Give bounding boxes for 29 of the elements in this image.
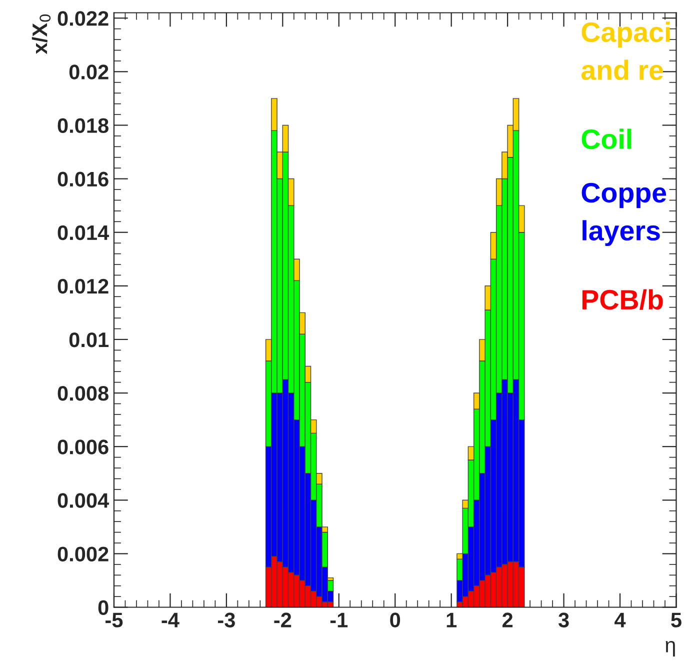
y-tick-label: 0.012 [58,278,108,294]
x-tick-label: 5 [671,612,682,628]
x-tick-label: -5 [106,612,123,628]
text: Coil [582,128,632,150]
y-tick-label: 0.008 [58,386,108,401]
y-tick-label: 0 [98,600,108,616]
x-tick-label: -3 [218,612,235,628]
x-tick-label: 2 [502,612,513,628]
y-tick-label: 0.006 [58,440,108,454]
x-tick-label: 0 [390,612,400,628]
x-tick-label: 4 [614,612,626,628]
text: PCB/b [582,289,663,310]
y-tick-label: 0.022 [58,11,108,26]
y-tick-label: 0.018 [58,118,108,133]
y-tick-label: 0.01 [69,332,109,348]
x-tick-label: -4 [162,612,180,628]
x-tick-label: -2 [274,612,292,628]
y-tick-label: 0.002 [58,546,108,562]
y-tick-label: 0.02 [69,64,108,80]
x-tick-label: -1 [330,612,348,628]
x-tick-label: 1 [446,612,457,628]
x-axis-title: η [666,640,675,657]
text: Capaci and re [581,22,670,80]
y-tick-label: 0.016 [58,172,108,187]
y-tick-label: 0.014 [58,225,110,240]
y-axis-title: x/X$_{0}$ [32,14,51,54]
y-tick-label: 0.004 [58,493,110,508]
x-tick-label: 3 [558,612,569,628]
text: Coppe layers [582,182,666,246]
